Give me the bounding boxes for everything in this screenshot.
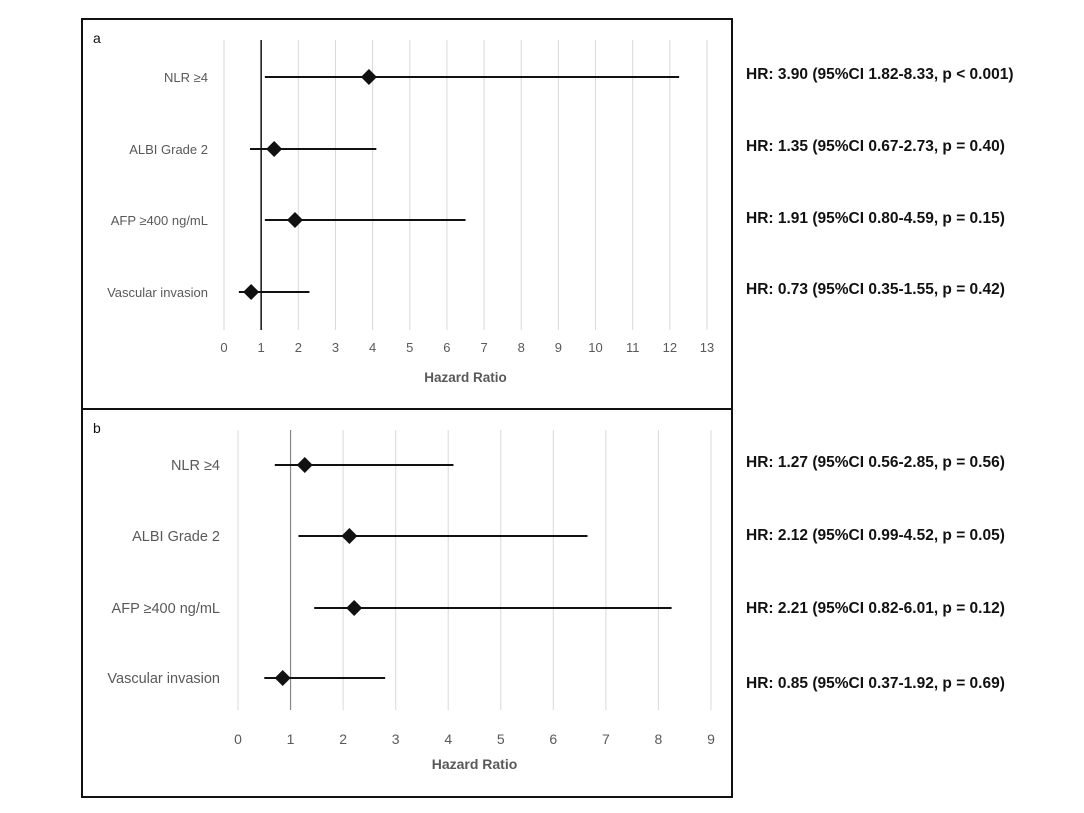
row-label: NLR ≥4 bbox=[171, 458, 220, 474]
row-label: NLR ≥4 bbox=[164, 70, 208, 85]
x-tick-label: 6 bbox=[443, 340, 450, 355]
row-label: ALBI Grade 2 bbox=[132, 529, 220, 545]
x-tick-label: 11 bbox=[626, 340, 640, 355]
x-tick-label: 7 bbox=[480, 340, 487, 355]
x-axis-label: Hazard Ratio bbox=[424, 370, 507, 385]
hr-summary-text: HR: 1.35 (95%CI 0.67-2.73, p = 0.40) bbox=[746, 138, 1005, 155]
x-tick-label: 0 bbox=[234, 731, 242, 747]
x-tick-label: 10 bbox=[588, 340, 602, 355]
forest-plot-panel-b: b 0 1 2 3 4 5 6 7 8 9 Hazard Ratio NLR ≥4 ALBI Grade… bbox=[81, 408, 733, 798]
x-tick-label: 1 bbox=[287, 731, 295, 747]
x-tick-label: 6 bbox=[549, 731, 557, 747]
hr-summary-text: HR: 3.90 (95%CI 1.82-8.33, p < 0.001) bbox=[746, 66, 1014, 83]
hazard-ratio-marker bbox=[341, 528, 358, 544]
x-tick-label: 8 bbox=[518, 340, 525, 355]
hazard-ratio-marker bbox=[266, 141, 283, 157]
x-tick-label: 1 bbox=[258, 340, 265, 355]
x-tick-label: 8 bbox=[655, 731, 663, 747]
x-tick-label: 13 bbox=[700, 340, 714, 355]
hr-summary-text: HR: 0.73 (95%CI 0.35-1.55, p = 0.42) bbox=[746, 281, 1005, 298]
forest-plot-panel-a: a 0 1 2 3 4 5 6 7 8 9 10 11 12 13 Hazard Ratio NLR ≥4 AL… bbox=[81, 18, 733, 410]
x-axis-label: Hazard Ratio bbox=[432, 756, 518, 772]
x-tick-label: 4 bbox=[369, 340, 376, 355]
x-tick-label: 2 bbox=[339, 731, 347, 747]
hr-summary-text: HR: 1.27 (95%CI 0.56-2.85, p = 0.56) bbox=[746, 454, 1005, 471]
forest-plot-svg-b: 0 1 2 3 4 5 6 7 8 9 Hazard Ratio NLR ≥4 ALBI Grade 2… bbox=[107, 430, 715, 772]
x-tick-label: 5 bbox=[406, 340, 413, 355]
x-tick-label: 3 bbox=[332, 340, 339, 355]
hazard-ratio-marker bbox=[346, 600, 363, 616]
row-label: ALBI Grade 2 bbox=[129, 142, 208, 157]
x-tick-label: 9 bbox=[555, 340, 562, 355]
x-tick-label: 4 bbox=[444, 731, 452, 747]
hr-summary-text: HR: 2.12 (95%CI 0.99-4.52, p = 0.05) bbox=[746, 527, 1005, 544]
x-tick-label: 0 bbox=[220, 340, 227, 355]
hr-summary-text: HR: 0.85 (95%CI 0.37-1.92, p = 0.69) bbox=[746, 675, 1005, 692]
row-label: AFP ≥400 ng/mL bbox=[112, 601, 220, 617]
x-tick-label: 7 bbox=[602, 731, 610, 747]
x-tick-label: 5 bbox=[497, 731, 505, 747]
x-tick-label: 2 bbox=[295, 340, 302, 355]
hazard-ratio-marker bbox=[274, 670, 291, 686]
panel-label: a bbox=[93, 30, 101, 46]
hazard-ratio-marker bbox=[360, 69, 377, 85]
hazard-ratio-marker bbox=[286, 212, 303, 228]
x-tick-label: 9 bbox=[707, 731, 715, 747]
hr-summary-text: HR: 1.91 (95%CI 0.80-4.59, p = 0.15) bbox=[746, 210, 1005, 227]
hazard-ratio-marker bbox=[243, 284, 260, 300]
hr-summary-text: HR: 2.21 (95%CI 0.82-6.01, p = 0.12) bbox=[746, 600, 1005, 617]
panel-label: b bbox=[93, 420, 101, 436]
row-label: Vascular invasion bbox=[107, 285, 208, 300]
row-label: Vascular invasion bbox=[107, 671, 220, 687]
x-tick-label: 12 bbox=[663, 340, 677, 355]
row-label: AFP ≥400 ng/mL bbox=[111, 213, 208, 228]
hazard-ratio-marker bbox=[296, 457, 313, 473]
x-tick-label: 3 bbox=[392, 731, 400, 747]
